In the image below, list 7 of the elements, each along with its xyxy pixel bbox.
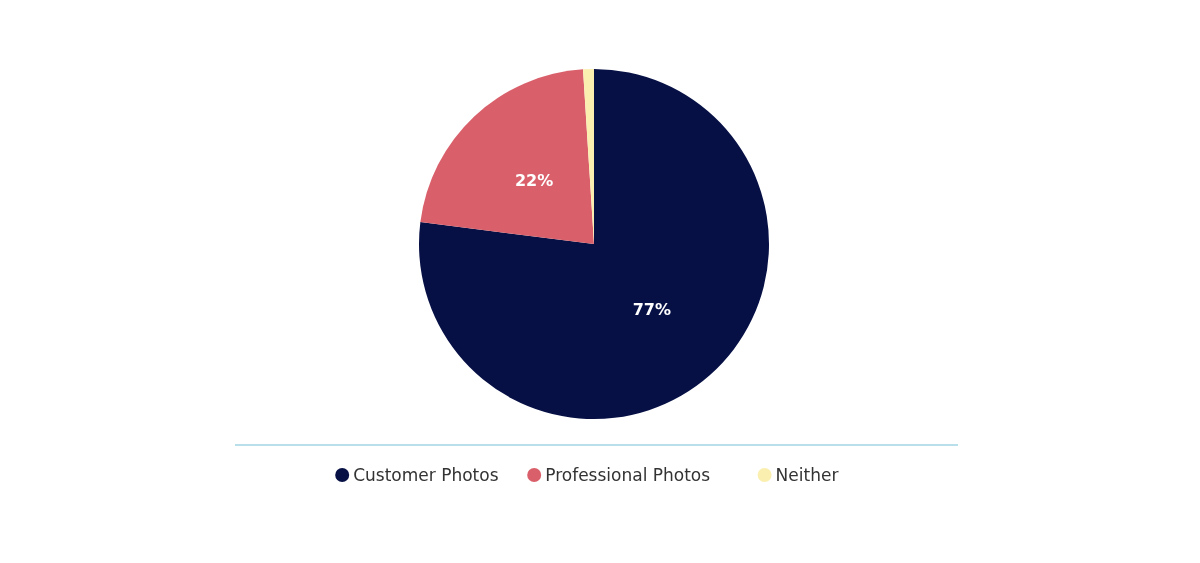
pie-slice [420, 69, 594, 244]
data-label: 77% [632, 300, 672, 320]
data-label: 22% [514, 170, 554, 190]
legend-label: Customer Photos [353, 465, 499, 485]
legend-label: Neither [775, 465, 839, 485]
pie-slice [419, 69, 769, 419]
legend-label: Professional Photos [545, 465, 711, 485]
